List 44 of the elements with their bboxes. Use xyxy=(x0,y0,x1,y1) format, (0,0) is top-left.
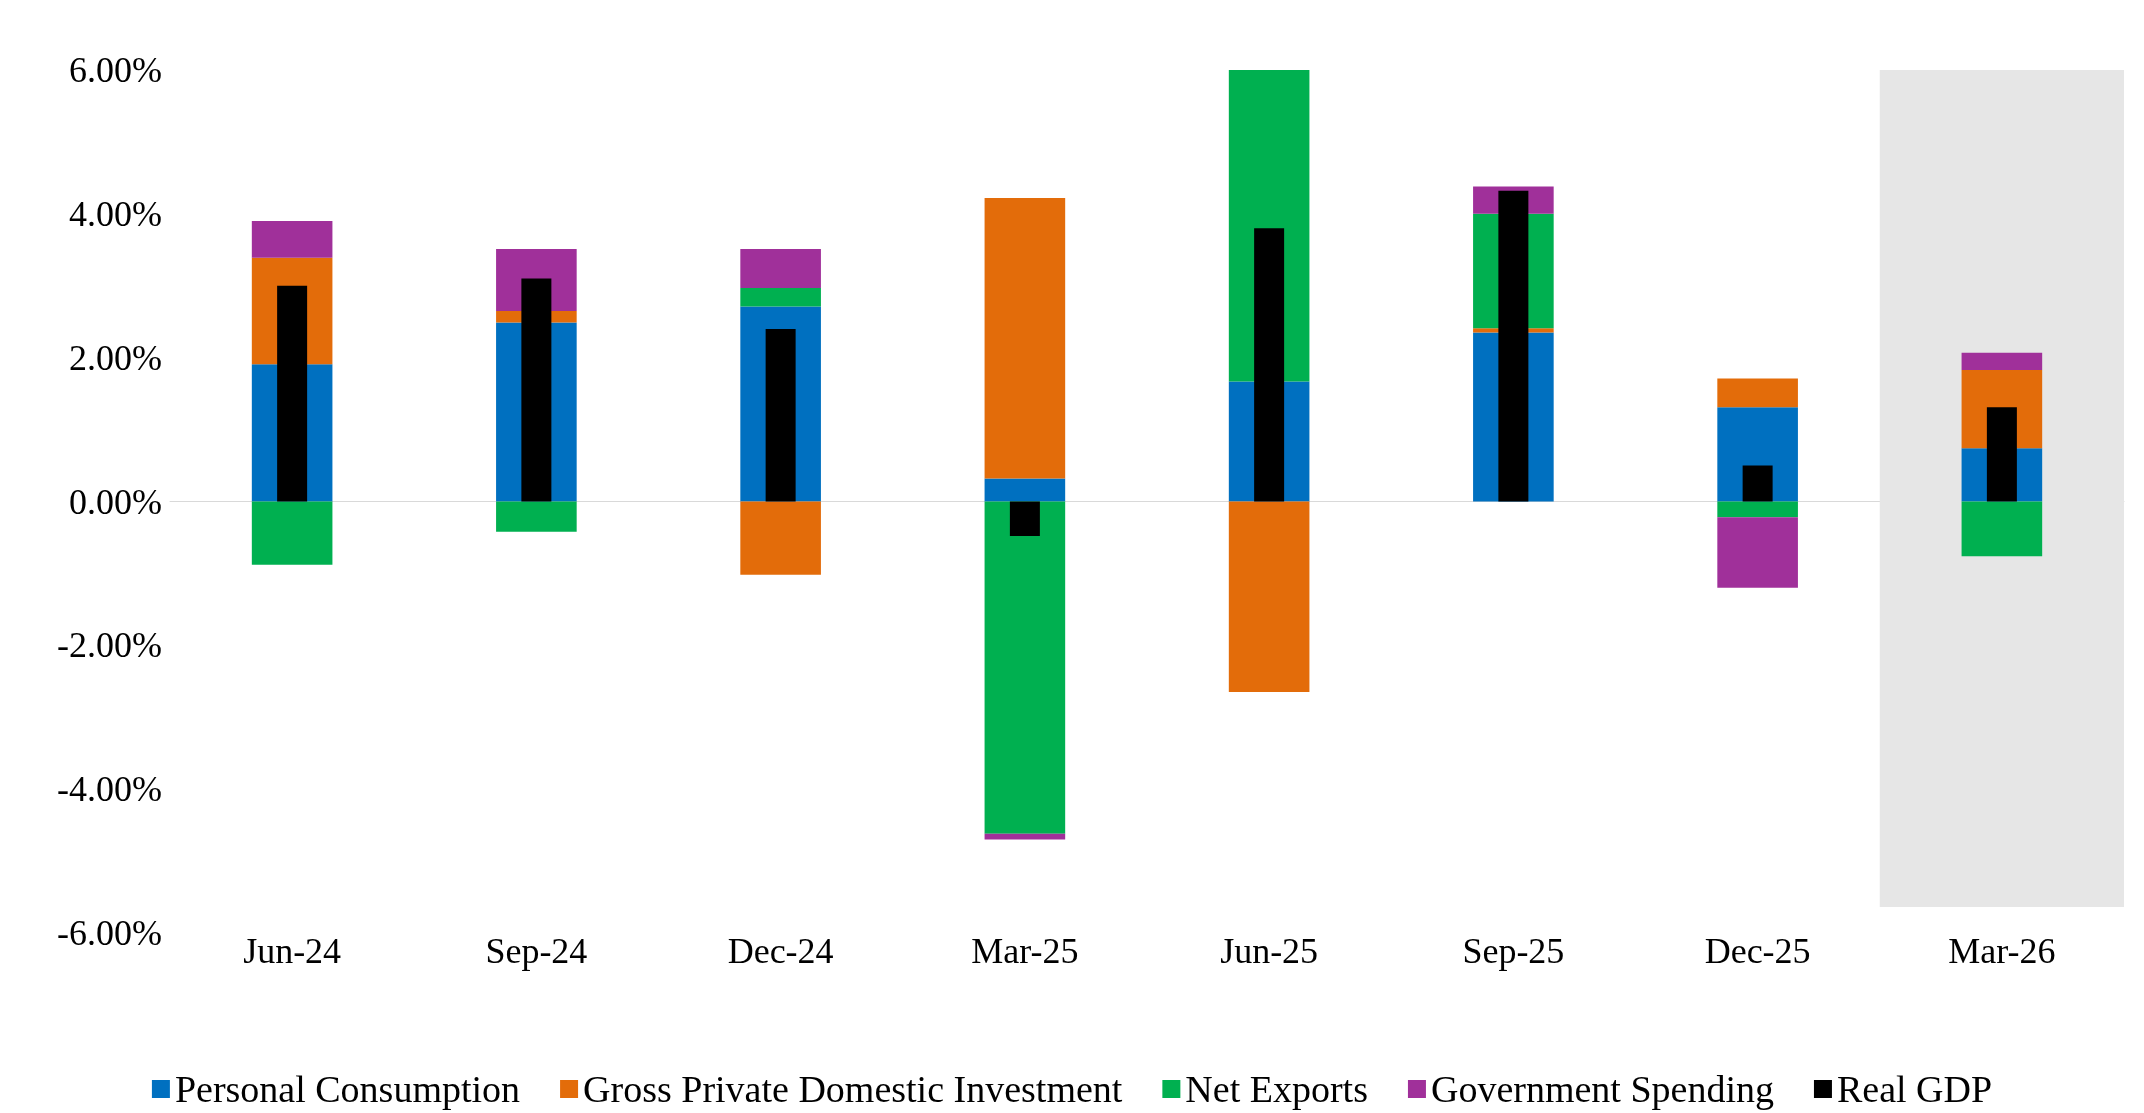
legend-label: Government Spending xyxy=(1430,1068,1774,1110)
x-tick-label: Mar-25 xyxy=(971,931,1079,971)
bar xyxy=(1717,378,1798,408)
bar xyxy=(1986,407,2017,502)
x-tick-label: Dec-25 xyxy=(1704,931,1811,971)
x-tick-label: Mar-26 xyxy=(1948,931,2056,971)
legend-label: Real GDP xyxy=(1836,1068,1993,1110)
bar xyxy=(984,478,1066,502)
y-tick-label: 6.00% xyxy=(69,50,162,90)
bar xyxy=(984,198,1066,479)
bar xyxy=(251,221,333,258)
bar xyxy=(740,501,821,575)
y-tick-label: -2.00% xyxy=(57,625,162,666)
legend-label: Personal Consumption xyxy=(174,1068,521,1110)
x-tick-label: Jun-25 xyxy=(1220,931,1319,971)
x-tick-label: Dec-24 xyxy=(727,931,834,971)
x-tick-label: Sep-24 xyxy=(485,931,588,971)
bar xyxy=(740,287,821,307)
y-tick-label: -6.00% xyxy=(57,913,162,953)
bar xyxy=(984,833,1066,840)
bar xyxy=(1254,228,1285,502)
bar xyxy=(1009,501,1040,537)
bar xyxy=(251,501,333,565)
bar xyxy=(1961,352,2043,370)
bar xyxy=(765,328,796,502)
bar xyxy=(1961,501,2043,557)
y-tick-label: 2.00% xyxy=(69,337,162,378)
legend-label: Net Exports xyxy=(1185,1068,1368,1110)
x-tick-label: Jun-24 xyxy=(243,931,342,971)
y-tick-label: 0.00% xyxy=(69,481,162,522)
bar xyxy=(1717,501,1798,518)
bar xyxy=(740,249,821,288)
bar xyxy=(1717,517,1798,588)
x-tick-label: Sep-25 xyxy=(1462,931,1565,971)
bar xyxy=(1742,465,1773,502)
bar xyxy=(1498,190,1529,502)
legend-label: Gross Private Domestic Investment xyxy=(583,1068,1123,1110)
bar xyxy=(984,501,1066,834)
bar xyxy=(277,285,308,502)
y-tick-label: -4.00% xyxy=(57,769,162,810)
bar xyxy=(521,278,552,502)
bar xyxy=(496,501,577,532)
y-tick-label: 4.00% xyxy=(69,193,162,234)
bar xyxy=(1228,501,1310,693)
